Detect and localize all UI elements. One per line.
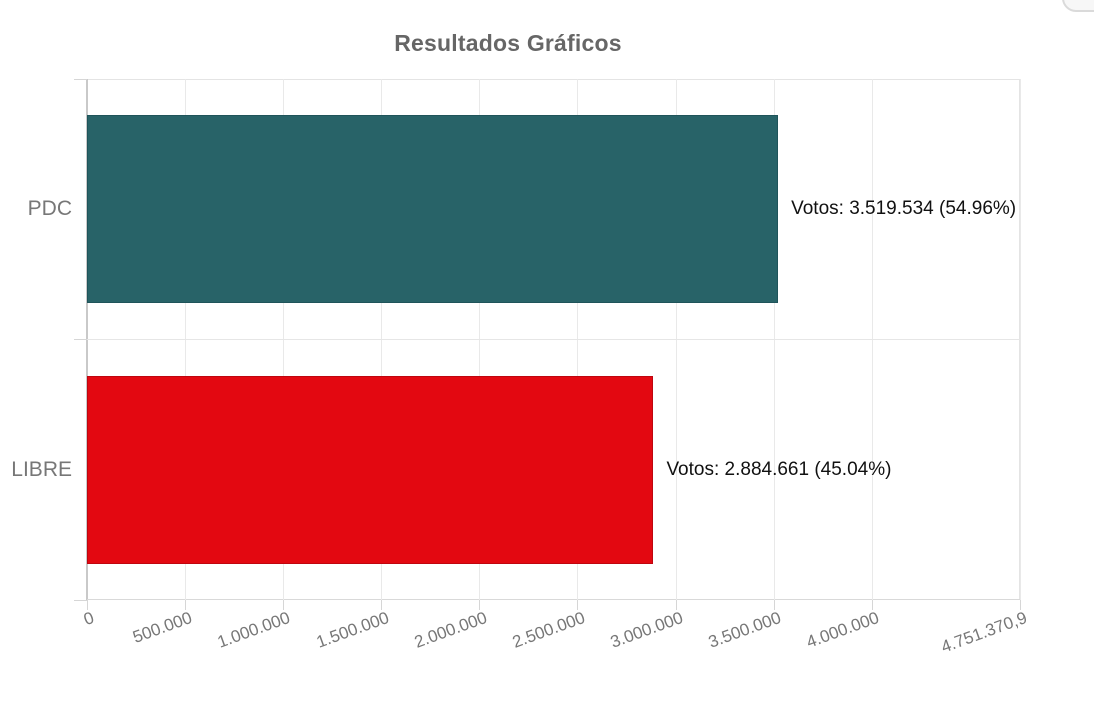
x-tick-mark <box>773 600 775 610</box>
bar-libre[interactable] <box>87 375 654 564</box>
x-tick-label: 1.500.000 <box>313 608 392 652</box>
x-tick-mark <box>1019 600 1021 610</box>
x-tick-mark <box>282 600 284 610</box>
y-tick-mark <box>74 599 87 601</box>
x-tick-label: 4.751.370,9 <box>938 608 1030 657</box>
x-axis-line <box>87 599 1020 600</box>
x-tick-label: 2.500.000 <box>509 608 588 652</box>
x-tick-label: 4.000.000 <box>804 608 882 652</box>
y-category-label: LIBRE <box>11 457 72 481</box>
bar-value-label: Votos: 3.519.534 (54.96%) <box>791 198 1017 220</box>
bar-pdc[interactable] <box>87 115 779 304</box>
y-tick-mark <box>74 78 87 80</box>
x-tick-label: 500.000 <box>130 608 195 647</box>
x-tick-mark <box>577 600 579 610</box>
y-gridline <box>87 339 1020 340</box>
x-tick-mark <box>675 600 677 610</box>
x-gridline <box>1019 79 1021 600</box>
x-tick-mark <box>871 600 873 610</box>
x-tick-mark <box>86 600 88 610</box>
x-tick-mark <box>184 600 186 610</box>
y-category-label: PDC <box>27 197 72 221</box>
x-tick-mark <box>479 600 481 610</box>
partial-overlay-button[interactable] <box>1062 0 1094 12</box>
bar-value-label: Votos: 2.884.661 (45.04%) <box>666 458 892 480</box>
x-tick-label: 0 <box>81 608 97 630</box>
x-tick-label: 1.000.000 <box>215 608 293 652</box>
chart-title: Resultados Gráficos <box>394 30 622 56</box>
y-tick-mark <box>74 339 87 340</box>
x-tick-mark <box>381 600 383 610</box>
x-tick-label: 2.000.000 <box>411 608 490 652</box>
x-tick-label: 3.000.000 <box>607 608 686 652</box>
x-tick-label: 3.500.000 <box>706 608 784 652</box>
